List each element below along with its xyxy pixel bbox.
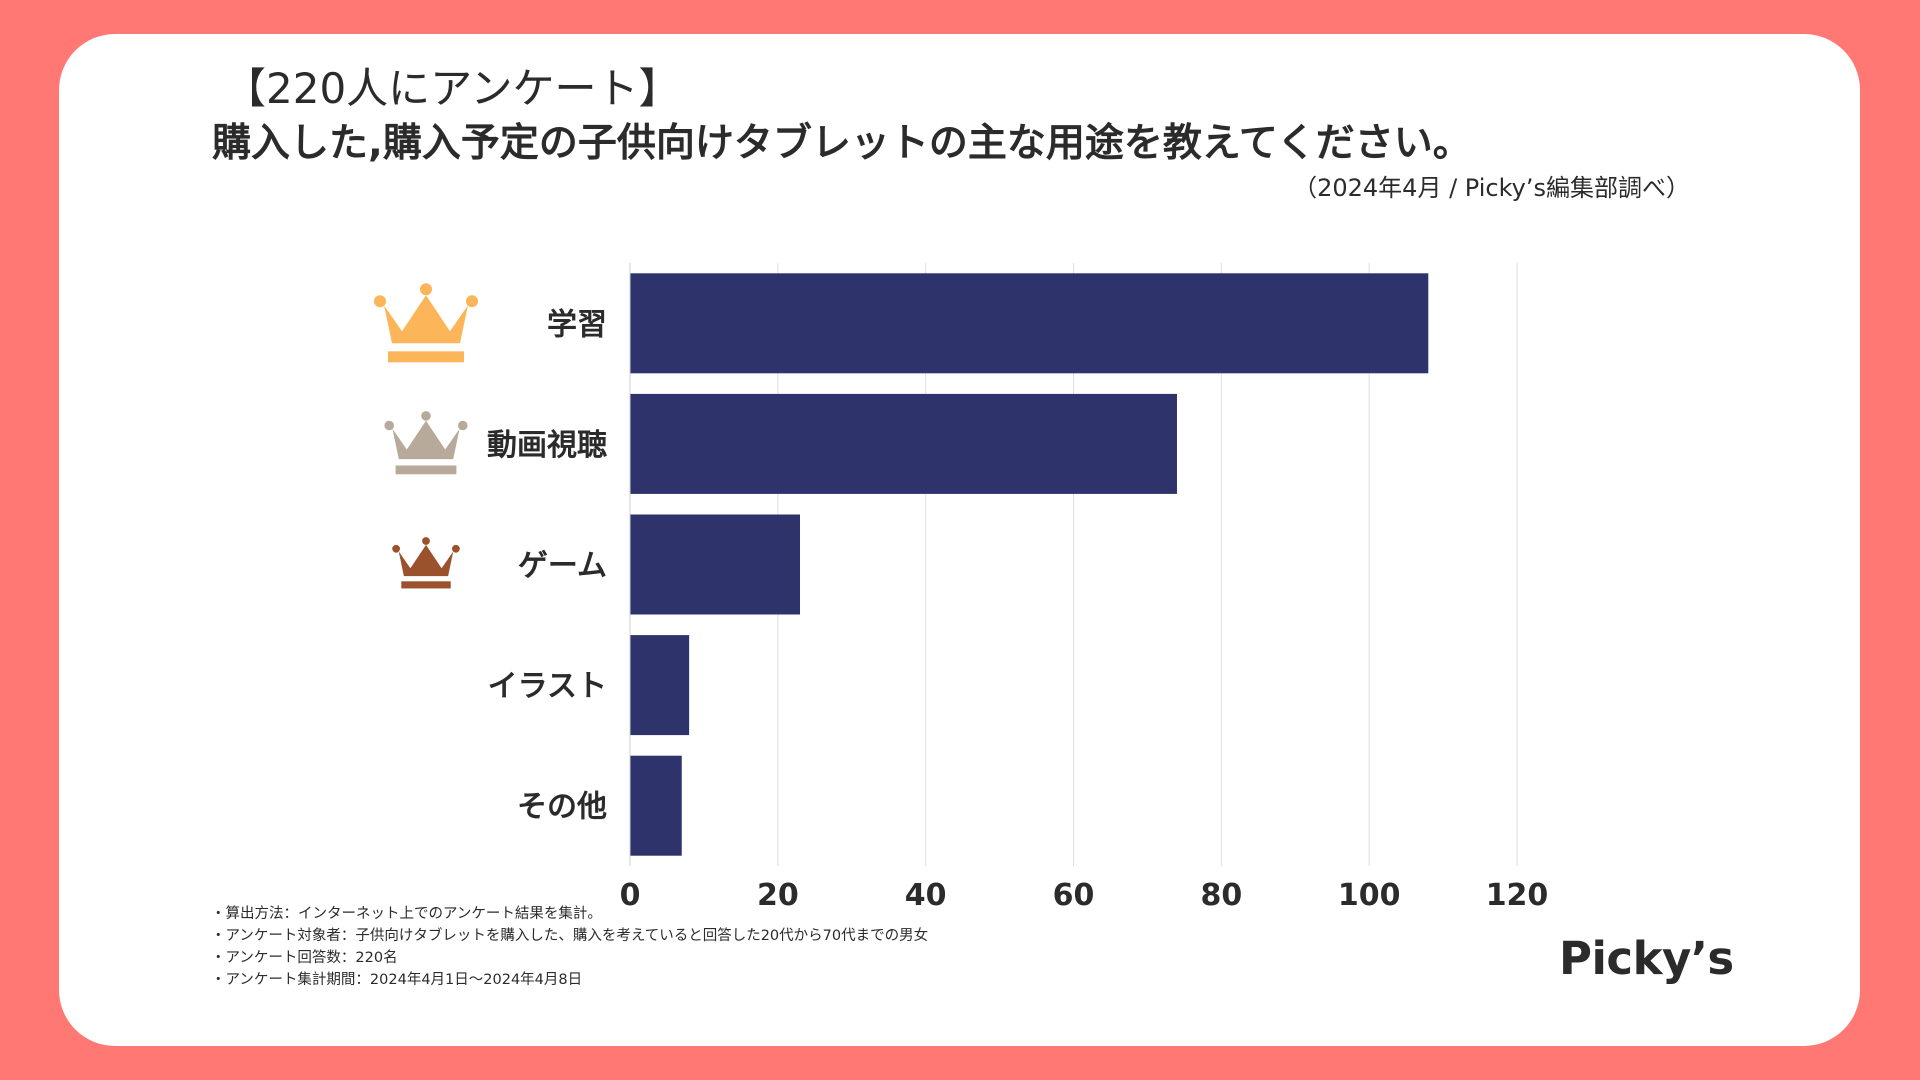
category-label-4: その他 <box>517 790 607 825</box>
bronze-crown-icon <box>392 537 460 589</box>
source-note: （2024年4月 / Picky’s編集部調べ） <box>1293 174 1690 202</box>
bar-3 <box>630 635 690 736</box>
bar-1 <box>630 393 1177 494</box>
x-tick-label-100: 100 <box>1338 878 1401 913</box>
x-tick-label-0: 0 <box>620 878 641 913</box>
silver-crown-icon <box>384 411 468 475</box>
notes-block: ・算出方法：インターネット上でのアンケート結果を集計。 ・アンケート対象者：子供… <box>211 903 928 991</box>
category-label-0: 学習 <box>547 307 607 342</box>
x-tick-label-120: 120 <box>1486 878 1549 913</box>
note-period: ・アンケート集計期間：2024年4月1日〜2024年4月8日 <box>211 972 583 988</box>
picky-logo: Picky’s <box>1559 932 1734 985</box>
category-label-3: イラスト <box>488 669 607 704</box>
x-tick-label-80: 80 <box>1200 878 1242 913</box>
gold-crown-icon <box>374 283 478 363</box>
chart-title-line2: 購入した,購入予定の子供向けタブレットの主な用途を教えてください。 <box>212 121 1472 166</box>
note-method: ・算出方法：インターネット上でのアンケート結果を集計。 <box>211 906 602 922</box>
chart-title-line1: 【220人にアンケート】 <box>224 64 681 113</box>
note-target: ・アンケート対象者：子供向けタブレットを購入した、購入を考えていると回答した20… <box>211 928 929 944</box>
x-tick-label-60: 60 <box>1053 878 1095 913</box>
bar-4 <box>630 755 682 856</box>
bar-2 <box>630 514 801 615</box>
x-tick-label-40: 40 <box>905 878 947 913</box>
x-tick-label-20: 20 <box>757 878 799 913</box>
note-count: ・アンケート回答数：220名 <box>211 950 398 966</box>
bar-0 <box>630 273 1429 374</box>
category-label-1: 動画視聴 <box>487 428 607 463</box>
category-label-2: ゲーム <box>518 549 607 584</box>
card-panel <box>59 34 1860 1046</box>
